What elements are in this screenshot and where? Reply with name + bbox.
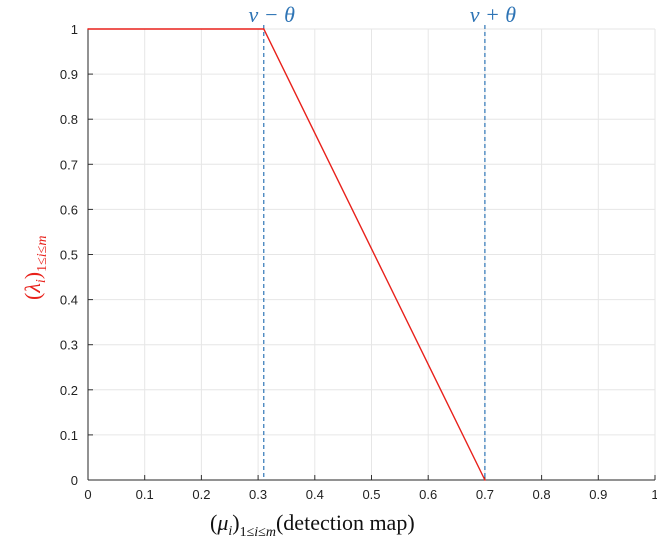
vertical-marker-label: ν + θ: [470, 2, 517, 27]
x-tick-label: 0: [84, 487, 91, 502]
x-tick-label: 0.3: [249, 487, 267, 502]
y-tick-label: 0.3: [60, 338, 78, 353]
y-tick-label: 0.6: [60, 202, 78, 217]
x-tick-label: 0.7: [476, 487, 494, 502]
y-tick-label: 0.1: [60, 428, 78, 443]
y-tick-label: 1: [71, 22, 78, 37]
series-layer: [87, 28, 486, 481]
x-tick-label: 0.4: [306, 487, 324, 502]
x-tick-label: 0.1: [136, 487, 154, 502]
axes: [87, 28, 656, 481]
x-tick-label: 0.2: [192, 487, 210, 502]
series-point: [262, 28, 265, 30]
y-tick-label: 0.9: [60, 67, 78, 82]
series-point: [87, 28, 89, 30]
x-axis-title: (μi)1≤i≤m(detection map): [210, 510, 415, 540]
x-tick-labels: 0 0.1 0.2 0.3 0.4 0.5 0.6 0.7 0.8 0.9 1: [84, 487, 657, 502]
x-tick-label: 0.8: [533, 487, 551, 502]
y-tick-labels: 0 0.1 0.2 0.3 0.4 0.5 0.6 0.7 0.8 0.9 1: [60, 22, 78, 488]
x-tick-label: 0.5: [362, 487, 380, 502]
y-tick-label: 0.7: [60, 157, 78, 172]
y-tick-label: 0.8: [60, 112, 78, 127]
series-point: [484, 479, 486, 481]
vertical-marker-lines: ν − θ ν + θ: [249, 2, 517, 480]
y-tick-label: 0: [71, 473, 78, 488]
y-tick-label: 0.2: [60, 383, 78, 398]
vertical-marker-label: ν − θ: [249, 2, 296, 27]
x-tick-label: 0.6: [419, 487, 437, 502]
y-tick-label: 0.4: [60, 293, 78, 308]
x-tick-label: 1: [651, 487, 657, 502]
y-tick-label: 0.5: [60, 248, 78, 263]
y-axis-title: (λi)1≤i≤m: [20, 236, 50, 300]
x-tick-label: 0.9: [589, 487, 607, 502]
